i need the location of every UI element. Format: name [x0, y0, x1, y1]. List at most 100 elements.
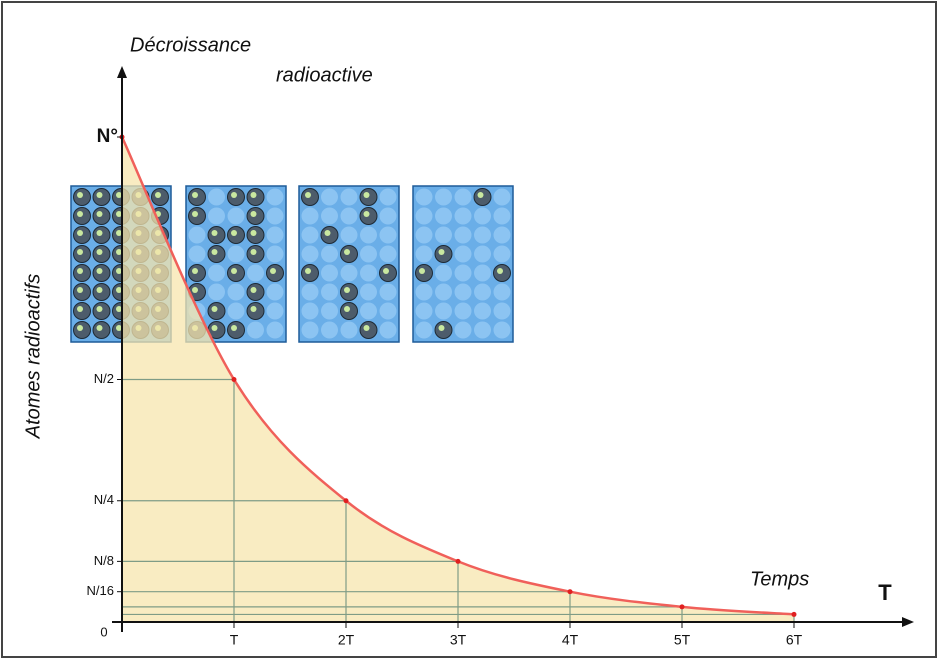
- x-tick-label: 4T: [562, 632, 579, 648]
- atom-shine: [96, 325, 103, 331]
- atom-shine: [116, 230, 122, 236]
- atom-shine: [77, 306, 83, 312]
- atom: [474, 321, 491, 339]
- atom-shine: [96, 287, 103, 293]
- atom-shine: [211, 230, 218, 236]
- atom-shine: [497, 268, 503, 274]
- point: [231, 377, 237, 382]
- atom-shine: [192, 192, 198, 198]
- atom: [321, 245, 338, 263]
- atom-shine: [96, 249, 103, 255]
- atom: [493, 283, 511, 301]
- atom: [227, 207, 245, 225]
- atom-shine: [77, 268, 83, 274]
- atom: [301, 302, 319, 320]
- atom: [266, 302, 284, 320]
- atom: [474, 264, 491, 282]
- y-axis-label: Atomes radioactifs: [22, 274, 44, 440]
- atom-shine: [192, 287, 198, 293]
- atom: [493, 188, 511, 206]
- atom-shine: [155, 192, 161, 198]
- atom: [379, 226, 397, 244]
- atom-shine: [344, 306, 350, 312]
- atom: [247, 264, 264, 282]
- point: [343, 498, 349, 504]
- atom: [340, 188, 358, 206]
- atom-shine: [96, 211, 103, 217]
- atom-shine: [77, 211, 83, 217]
- y-tick-label: 0: [100, 624, 107, 639]
- atom: [301, 321, 319, 339]
- atom: [493, 245, 511, 263]
- atom: [321, 283, 338, 301]
- atom-shine: [96, 268, 103, 274]
- atom-shine: [250, 230, 257, 236]
- atom: [454, 321, 472, 339]
- atom: [321, 321, 338, 339]
- atom-shine: [116, 287, 122, 293]
- atom: [188, 226, 206, 244]
- atom: [301, 207, 319, 225]
- atom: [474, 207, 491, 225]
- atom: [415, 245, 433, 263]
- atom-shine: [250, 287, 257, 293]
- x-arrow: [902, 617, 914, 627]
- atom-shine: [324, 230, 331, 236]
- atom-shine: [77, 230, 83, 236]
- atom: [266, 283, 284, 301]
- atom: [415, 207, 433, 225]
- atom-shine: [211, 249, 218, 255]
- atom-shine: [231, 268, 237, 274]
- atom: [321, 302, 338, 320]
- atom: [454, 245, 472, 263]
- atom: [208, 283, 225, 301]
- atom-shine: [192, 268, 198, 274]
- point: [455, 558, 461, 564]
- atom: [493, 321, 511, 339]
- atom: [321, 207, 338, 225]
- atom-shine: [250, 192, 257, 198]
- atom: [360, 302, 377, 320]
- atom: [435, 226, 452, 244]
- point: [791, 611, 797, 617]
- atom-shine: [270, 268, 276, 274]
- atom: [227, 302, 245, 320]
- atom: [415, 188, 433, 206]
- atom-shine: [192, 211, 198, 217]
- atom-shine: [231, 325, 237, 331]
- atom-shine: [116, 325, 122, 331]
- atom: [435, 188, 452, 206]
- point: [567, 589, 573, 595]
- atom: [321, 264, 338, 282]
- x-tick-label: 6T: [786, 632, 803, 648]
- atom: [454, 264, 472, 282]
- plot: [119, 134, 797, 622]
- atom: [340, 321, 358, 339]
- x-axis-unit: T: [878, 580, 892, 605]
- atom: [474, 302, 491, 320]
- atom: [474, 245, 491, 263]
- atom: [340, 207, 358, 225]
- atom-shine: [438, 325, 445, 331]
- title-line: Décroissance: [130, 34, 251, 56]
- atom-shine: [116, 192, 122, 198]
- atom: [415, 283, 433, 301]
- atom-shine: [305, 268, 311, 274]
- atom: [266, 321, 284, 339]
- atom-shine: [363, 211, 370, 217]
- atom: [454, 283, 472, 301]
- atom: [435, 207, 452, 225]
- atom-shine: [231, 192, 237, 198]
- atom: [435, 283, 452, 301]
- atom: [360, 283, 377, 301]
- atom-shine: [419, 268, 425, 274]
- atom-shine: [438, 249, 445, 255]
- atom: [415, 302, 433, 320]
- atom-shine: [77, 287, 83, 293]
- atom: [493, 302, 511, 320]
- atom: [474, 226, 491, 244]
- atom: [208, 207, 225, 225]
- atom-shine: [250, 249, 257, 255]
